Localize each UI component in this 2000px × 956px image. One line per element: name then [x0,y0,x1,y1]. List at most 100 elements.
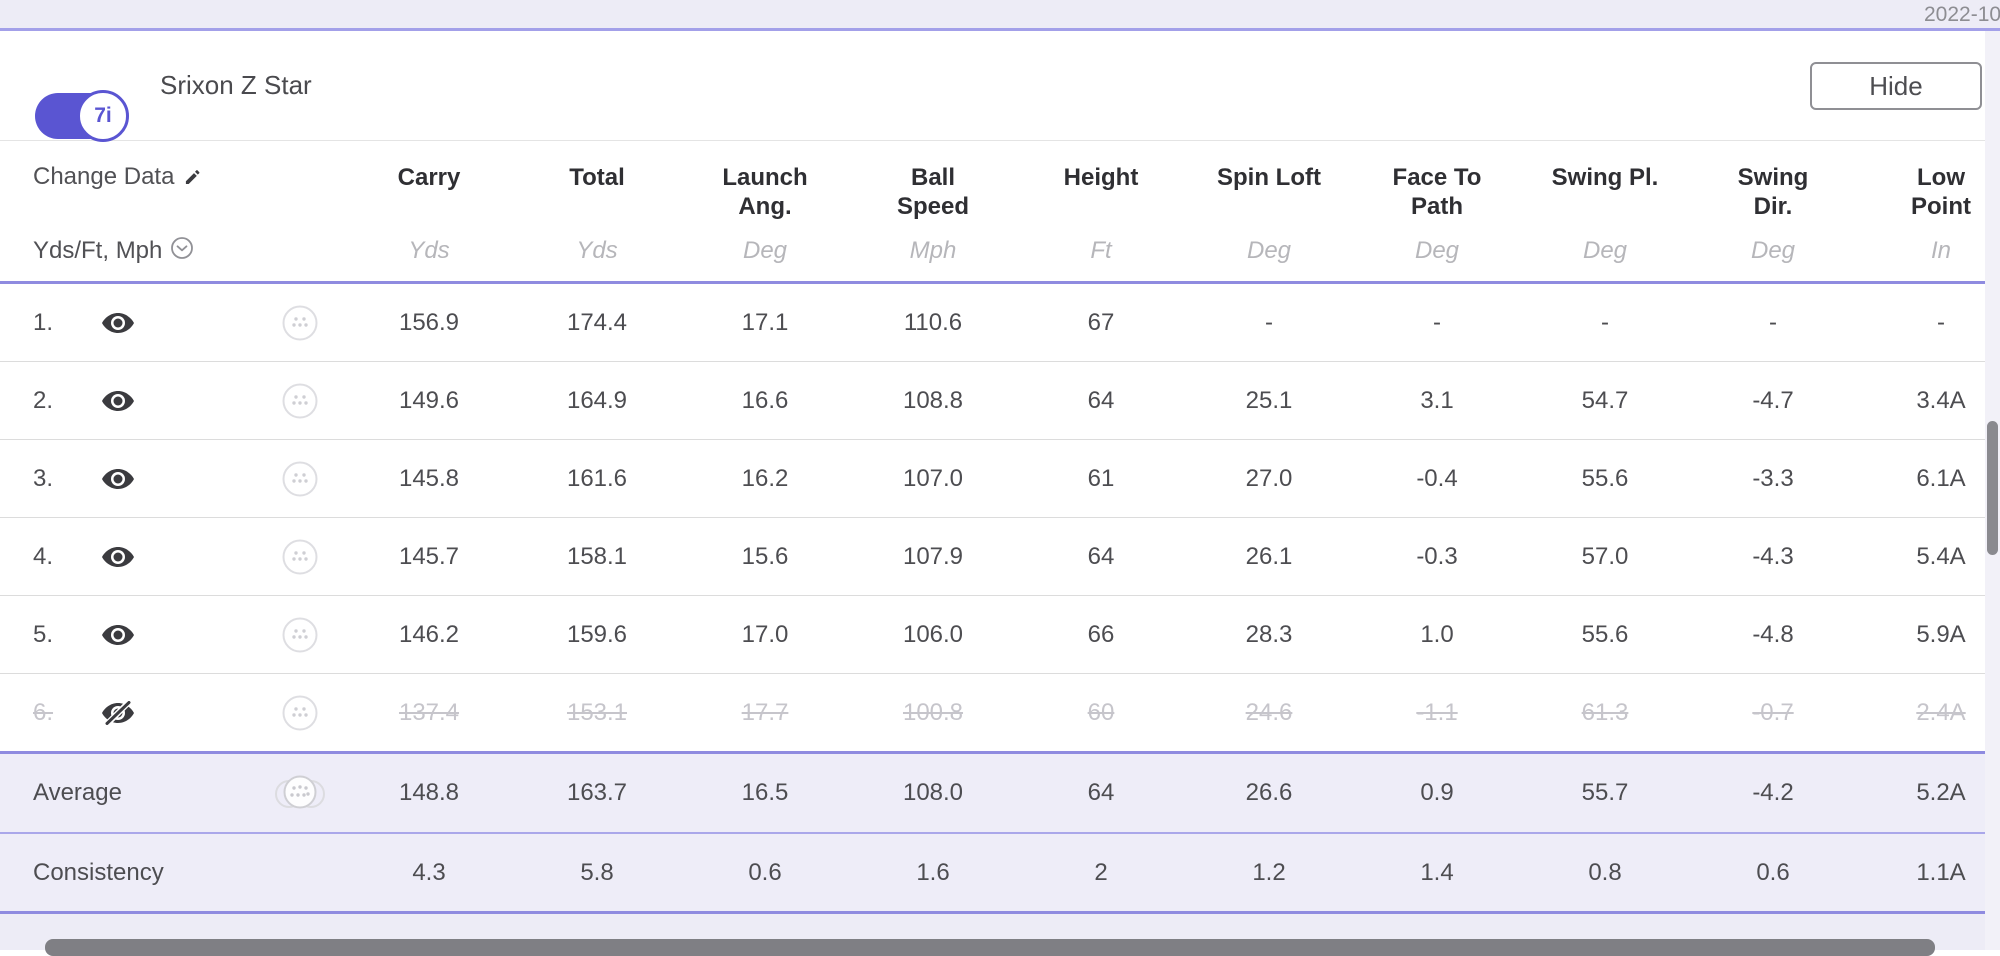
column-header-7: Face To Path [1392,164,1482,220]
average-value: 0.9 [1420,779,1454,806]
shot-value: 145.8 [398,464,460,492]
shot-value: 161.6 [566,464,628,492]
change-data-button[interactable]: Change Data [0,163,345,221]
shot-value: -0.4 [1416,464,1458,492]
shot-value: -3.3 [1752,464,1794,492]
golf-ball-icon[interactable] [160,694,345,732]
shot-value: 145.7 [398,542,460,570]
average-label: Average [33,779,122,806]
average-value: 5.2A [1916,779,1966,806]
units-selector-label: Yds/Ft, Mph [33,237,163,264]
shot-row-5: 5. 146.2 159.6 17.0 106.0 66 28.3 1.0 55.6 -4.8 5.… [0,595,2000,673]
shot-number: 6. [33,698,54,726]
hide-button[interactable]: Hide [1810,62,1982,110]
consistency-value: 0.8 [1588,858,1622,886]
eye-visibility-icon[interactable] [75,545,160,569]
shot-value: -4.8 [1752,620,1794,648]
shot-value: 66 [1087,620,1115,648]
eye-visibility-icon[interactable] [75,467,160,491]
shot-value: -4.3 [1752,542,1794,570]
column-unit-3: Deg [742,237,788,264]
average-row: Average 148.8 163.7 16.5 108.0 64 26.6 0.9 55.7… [0,751,2000,832]
session-date: 2022-10 [1924,3,2000,26]
shot-value: 54.7 [1581,386,1629,414]
shot-value: 107.9 [902,542,964,570]
column-unit-7: Deg [1414,237,1460,264]
column-unit-1: Yds [408,237,450,264]
shot-value: 15.6 [741,542,789,570]
column-header-5: Height [1063,164,1139,191]
units-selector[interactable]: Yds/Ft, Mph [0,236,345,267]
shot-value: 156.9 [398,308,460,336]
shot-value: 100.8 [902,698,964,726]
column-header-2: Total [569,164,625,191]
shot-number: 5. [33,620,54,648]
shot-number: 4. [33,542,54,570]
shot-number: 2. [33,386,54,414]
shot-value: 64 [1087,386,1115,414]
shot-value: - [1769,308,1777,336]
shot-value: 25.1 [1245,386,1293,414]
eye-visibility-icon[interactable] [75,311,160,335]
shot-value: - [1937,308,1945,336]
average-value: 55.7 [1581,779,1629,806]
golf-ball-icon[interactable] [160,538,345,576]
pencil-icon [183,166,203,194]
shot-value: 16.2 [741,464,789,492]
shot-number: 1. [33,308,54,336]
shot-value: 26.1 [1245,542,1293,570]
shot-value: -1.1 [1416,698,1458,726]
consistency-label: Consistency [33,858,164,886]
shot-value: 137.4 [398,698,460,726]
golf-ball-icon[interactable] [160,616,345,654]
shot-value: 107.0 [902,464,964,492]
consistency-value: 0.6 [748,858,782,886]
club-toggle-knob[interactable]: 7i [77,90,129,142]
shot-value: -0.3 [1416,542,1458,570]
shot-group-icon[interactable] [160,772,345,814]
bottom-band [0,914,1985,956]
shot-value: 164.9 [566,386,628,414]
vertical-scrollbar-track[interactable] [1985,31,2000,950]
shot-value: 17.7 [741,698,789,726]
average-value: 16.5 [741,779,789,806]
eye-visibility-icon[interactable] [75,389,160,413]
consistency-value: 5.8 [580,858,614,886]
shot-value: 3.1 [1420,386,1454,414]
column-header-9: Swing Dir. [1737,164,1809,220]
average-value: 148.8 [398,779,460,806]
shot-row-4: 4. 145.7 158.1 15.6 107.9 64 26.1 -0.3 57.0 -4.3 5… [0,517,2000,595]
shot-value: 27.0 [1245,464,1293,492]
consistency-value: 1.6 [916,858,950,886]
shot-row-6: 6. 137.4 153.1 17.7 100.8 60 24.6 -1.1 61.3 -0.7 2… [0,673,2000,751]
shot-value: 61 [1087,464,1115,492]
golf-ball-icon[interactable] [160,382,345,420]
shot-value: 5.9A [1916,620,1966,648]
shot-value: 60 [1087,698,1115,726]
column-unit-2: Yds [576,237,618,264]
shot-value: 1.0 [1420,620,1454,648]
club-toggle[interactable]: 7i [35,90,129,142]
golf-ball-icon[interactable] [160,460,345,498]
shot-value: 2.4A [1916,698,1966,726]
eye-hidden-icon[interactable] [75,700,160,725]
chevron-down-circle-icon[interactable] [170,236,194,267]
column-header-3: Launch Ang. [722,164,808,220]
consistency-value: 2 [1094,858,1108,886]
shot-value: 149.6 [398,386,460,414]
average-value: 163.7 [566,779,628,806]
shot-value: 174.4 [566,308,628,336]
golf-ball-icon[interactable] [160,304,345,342]
average-value: 108.0 [902,779,964,806]
vertical-scrollbar-thumb[interactable] [1987,421,1998,555]
shot-number: 3. [33,464,54,492]
top-band: 2022-10 [0,0,2000,28]
eye-visibility-icon[interactable] [75,623,160,647]
column-unit-8: Deg [1582,237,1628,264]
horizontal-scrollbar-thumb[interactable] [45,939,1935,956]
table-body: 1. 156.9 174.4 17.1 110.6 67 - - - - - 2. 149.6 164.9… [0,284,2000,751]
consistency-value: 1.1A [1916,858,1966,886]
average-value: -4.2 [1752,779,1794,806]
column-unit-9: Deg [1750,237,1796,264]
shot-value: 16.6 [741,386,789,414]
